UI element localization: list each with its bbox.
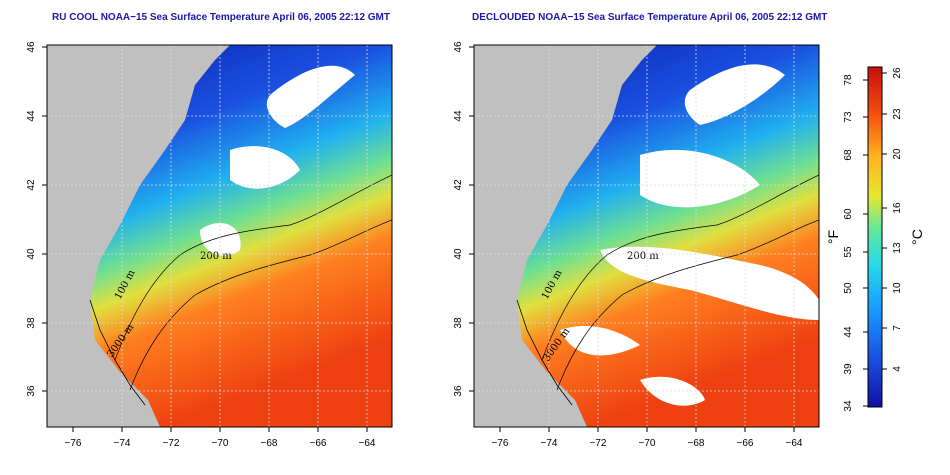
- contour-label: 200 m: [200, 251, 232, 262]
- right-x-axis: [499, 427, 795, 432]
- fahrenheit-tick: 68: [843, 149, 854, 161]
- x-tick-label: −68: [688, 438, 705, 449]
- y-tick-label: 38: [453, 317, 464, 329]
- cloud-mask: [640, 149, 760, 208]
- isobath-200m: [114, 174, 392, 361]
- left-panel-title: RU COOL NOAA−15 Sea Surface Temperature …: [52, 12, 390, 23]
- colorbar-ramp: [867, 66, 883, 408]
- land-mass: [474, 45, 657, 427]
- celsius-tick: 26: [892, 67, 903, 79]
- fahrenheit-tick: 78: [843, 74, 854, 86]
- fahrenheit-tick: 39: [843, 363, 854, 375]
- celsius-tick: 20: [892, 148, 903, 160]
- celsius-tick: 7: [892, 325, 903, 331]
- right-map-panel: 200 m 3000 m 100 m: [474, 45, 819, 427]
- right-panel-title: DECLOUDED NOAA−15 Sea Surface Temperatur…: [472, 12, 828, 23]
- land-mass: [47, 45, 230, 427]
- cloud-mask: [266, 65, 355, 128]
- celsius-tick: 4: [892, 366, 903, 372]
- cloud-mask: [560, 325, 640, 356]
- x-tick-label: −70: [639, 438, 656, 449]
- y-tick-label: 46: [26, 41, 37, 53]
- x-tick-label: −76: [65, 438, 82, 449]
- colorbar: 78 73 68 60 55 50 44 39 34 26 23 20 16 1…: [825, 66, 925, 412]
- left-x-axis: [72, 427, 368, 432]
- y-tick-label: 36: [453, 385, 464, 397]
- x-tick-label: −64: [359, 438, 376, 449]
- x-tick-label: −74: [541, 438, 558, 449]
- y-tick-label: 42: [26, 179, 37, 191]
- celsius-tick: 23: [892, 108, 903, 120]
- x-tick-label: −76: [492, 438, 509, 449]
- x-tick-label: −70: [212, 438, 229, 449]
- celsius-tick: 10: [892, 282, 903, 294]
- x-tick-label: −72: [163, 438, 180, 449]
- x-tick-label: −72: [590, 438, 607, 449]
- isobath-3000m: [129, 219, 392, 391]
- isobath-3000m: [556, 219, 819, 391]
- fahrenheit-tick: 34: [843, 400, 854, 412]
- cloud-mask: [684, 64, 785, 125]
- isobath-200m: [541, 174, 819, 361]
- y-tick-label: 40: [26, 248, 37, 260]
- celsius-tick: 13: [892, 242, 903, 254]
- celsius-unit-label: °C: [909, 229, 925, 245]
- cloud-mask: [640, 376, 705, 406]
- y-tick-label: 38: [26, 317, 37, 329]
- left-map-panel: 200 m 3000 m 100 m: [47, 45, 392, 427]
- y-tick-label: 44: [453, 110, 464, 122]
- celsius-tick: 16: [892, 202, 903, 214]
- y-tick-label: 36: [26, 385, 37, 397]
- x-tick-label: −64: [786, 438, 803, 449]
- cloud-mask: [230, 146, 300, 189]
- y-tick-label: 44: [26, 110, 37, 122]
- contour-label: 200 m: [627, 251, 659, 262]
- fahrenheit-tick: 50: [843, 282, 854, 294]
- cloud-mask: [600, 246, 819, 320]
- y-tick-label: 46: [453, 41, 464, 53]
- x-tick-label: −66: [310, 438, 327, 449]
- x-tick-label: −68: [261, 438, 278, 449]
- fahrenheit-tick: 55: [843, 246, 854, 258]
- fahrenheit-tick: 73: [843, 111, 854, 123]
- x-tick-label: −74: [114, 438, 131, 449]
- cloud-mask: [200, 222, 241, 256]
- fahrenheit-tick: 44: [843, 326, 854, 338]
- y-tick-label: 42: [453, 179, 464, 191]
- fahrenheit-tick: 60: [843, 208, 854, 220]
- fahrenheit-unit-label: °F: [825, 230, 841, 244]
- x-tick-label: −66: [737, 438, 754, 449]
- left-y-axis: [42, 46, 47, 392]
- right-y-axis: [469, 46, 474, 392]
- y-tick-label: 40: [453, 248, 464, 260]
